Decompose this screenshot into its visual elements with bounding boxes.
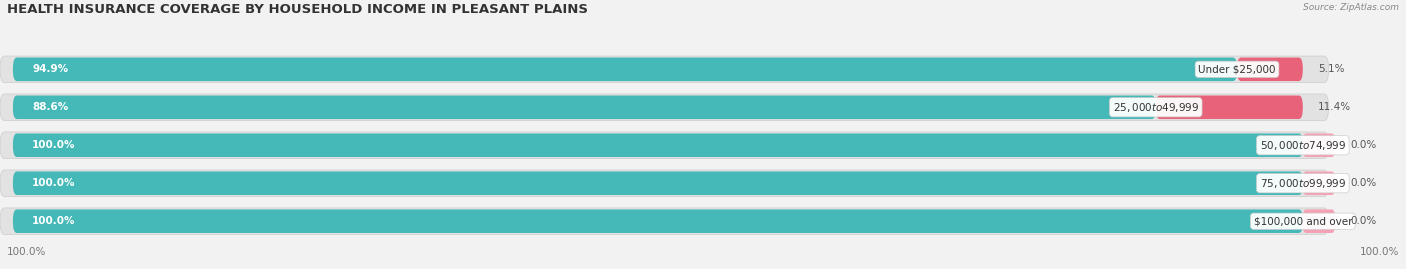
Text: $100,000 and over: $100,000 and over — [1254, 216, 1353, 226]
FancyBboxPatch shape — [13, 210, 1303, 233]
FancyBboxPatch shape — [1303, 133, 1336, 157]
Text: 100.0%: 100.0% — [32, 178, 76, 188]
Text: HEALTH INSURANCE COVERAGE BY HOUSEHOLD INCOME IN PLEASANT PLAINS: HEALTH INSURANCE COVERAGE BY HOUSEHOLD I… — [7, 3, 588, 16]
FancyBboxPatch shape — [1156, 95, 1303, 119]
FancyBboxPatch shape — [0, 170, 1329, 197]
FancyBboxPatch shape — [0, 208, 1329, 235]
FancyBboxPatch shape — [13, 133, 1303, 157]
Text: 0.0%: 0.0% — [1351, 140, 1376, 150]
FancyBboxPatch shape — [0, 94, 1329, 121]
FancyBboxPatch shape — [0, 132, 1329, 158]
Text: 100.0%: 100.0% — [32, 140, 76, 150]
FancyBboxPatch shape — [13, 58, 1237, 81]
FancyBboxPatch shape — [13, 171, 1303, 195]
Text: 88.6%: 88.6% — [32, 102, 69, 112]
FancyBboxPatch shape — [1237, 58, 1303, 81]
Text: Under $25,000: Under $25,000 — [1198, 64, 1275, 74]
Text: $25,000 to $49,999: $25,000 to $49,999 — [1112, 101, 1199, 114]
Text: Source: ZipAtlas.com: Source: ZipAtlas.com — [1303, 3, 1399, 12]
FancyBboxPatch shape — [0, 56, 1329, 83]
Text: 100.0%: 100.0% — [7, 247, 46, 257]
Text: 0.0%: 0.0% — [1351, 216, 1376, 226]
Text: $50,000 to $74,999: $50,000 to $74,999 — [1260, 139, 1346, 152]
Text: $75,000 to $99,999: $75,000 to $99,999 — [1260, 177, 1346, 190]
FancyBboxPatch shape — [13, 95, 1156, 119]
Text: 100.0%: 100.0% — [1360, 247, 1399, 257]
FancyBboxPatch shape — [1303, 210, 1336, 233]
Text: 11.4%: 11.4% — [1319, 102, 1351, 112]
Text: 5.1%: 5.1% — [1319, 64, 1344, 74]
FancyBboxPatch shape — [1303, 171, 1336, 195]
Text: 0.0%: 0.0% — [1351, 178, 1376, 188]
Text: 100.0%: 100.0% — [32, 216, 76, 226]
Text: 94.9%: 94.9% — [32, 64, 69, 74]
